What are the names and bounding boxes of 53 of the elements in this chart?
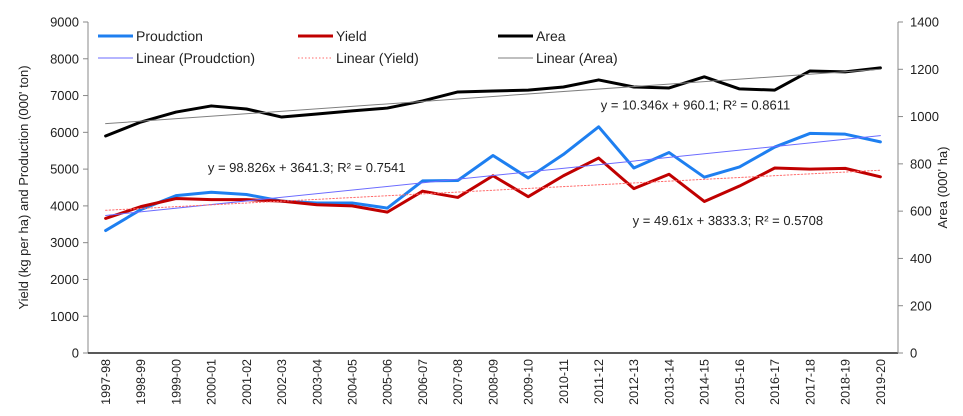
annotation: y = 10.346x + 960.1; R² = 0.8611 — [600, 97, 790, 112]
y-tick-label: 9000 — [50, 14, 79, 30]
y2-tick-label: 0 — [910, 346, 918, 361]
x-tick-label: 1997-98 — [98, 358, 113, 405]
x-tick-label: 2003-04 — [310, 358, 324, 405]
y2-axis-title: Area (000' ha) — [935, 146, 950, 228]
x-tick-label: 2000-01 — [204, 358, 219, 405]
y-tick-label: 3000 — [50, 235, 79, 250]
x-tick-label: 2005-06 — [380, 358, 395, 405]
legend-label: Area — [536, 28, 566, 44]
y2-tick-label: 1000 — [910, 109, 939, 124]
y2-tick-label: 800 — [910, 156, 932, 172]
x-tick-label: 2018-19 — [838, 358, 853, 405]
x-tick-label: 2006-07 — [416, 358, 430, 405]
annotation: y = 49.61x + 3833.3; R² = 0.5708 — [632, 213, 824, 228]
y-tick-label: 6000 — [50, 124, 79, 140]
y-tick-label: 2000 — [50, 272, 79, 287]
legend-label: Linear (Area) — [536, 50, 618, 66]
x-tick-label: 2013-14 — [662, 358, 676, 405]
line-series — [104, 66, 882, 138]
x-tick-label: 2019-20 — [874, 358, 888, 405]
annotation: y = 98.826x + 3641.3; R² = 0.7541 — [208, 160, 406, 176]
x-tick-label: 2012-13 — [627, 358, 642, 405]
x-tick-label: 2011-12 — [592, 358, 606, 404]
y-axis-title: Yield (kg per ha) and Production (000' ton) — [16, 65, 31, 310]
y2-tick-label: 1200 — [910, 62, 939, 77]
legend-label: Proudction — [136, 28, 203, 44]
x-tick-label: 2002-03 — [275, 358, 290, 405]
y-tick-label: 0 — [72, 346, 79, 361]
x-tick-label: 2010-11 — [556, 358, 571, 404]
x-tick-label: 2017-18 — [803, 358, 818, 405]
x-tick-label: 2007-08 — [451, 358, 466, 405]
x-tick-label: 2015-16 — [732, 358, 747, 405]
x-tick-label: 2001-02 — [240, 358, 254, 405]
x-tick-label: 1998-99 — [134, 358, 148, 405]
x-tick-label: 1999-00 — [169, 358, 184, 405]
y2-tick-label: 600 — [910, 204, 932, 219]
x-tick-label: 2014-15 — [698, 358, 712, 405]
legend-label: Yield — [336, 28, 367, 44]
legend-label: Linear (Yield) — [336, 50, 419, 66]
y-tick-label: 8000 — [50, 51, 79, 66]
y2-tick-label: 200 — [910, 298, 932, 314]
y-tick-label: 7000 — [50, 88, 79, 104]
y2-tick-label: 400 — [910, 250, 932, 266]
y-tick-label: 4000 — [50, 198, 79, 214]
legend-label: Linear (Proudction) — [136, 50, 256, 66]
y2-tick-label: 1400 — [910, 14, 939, 30]
y-tick-label: 5000 — [50, 162, 79, 177]
x-tick-label: 2016-17 — [768, 358, 782, 405]
x-tick-label: 2008-09 — [486, 358, 500, 405]
x-tick-label: 2009-10 — [522, 358, 536, 405]
x-tick-label: 2004-05 — [346, 358, 360, 405]
y-tick-label: 1000 — [50, 308, 79, 324]
